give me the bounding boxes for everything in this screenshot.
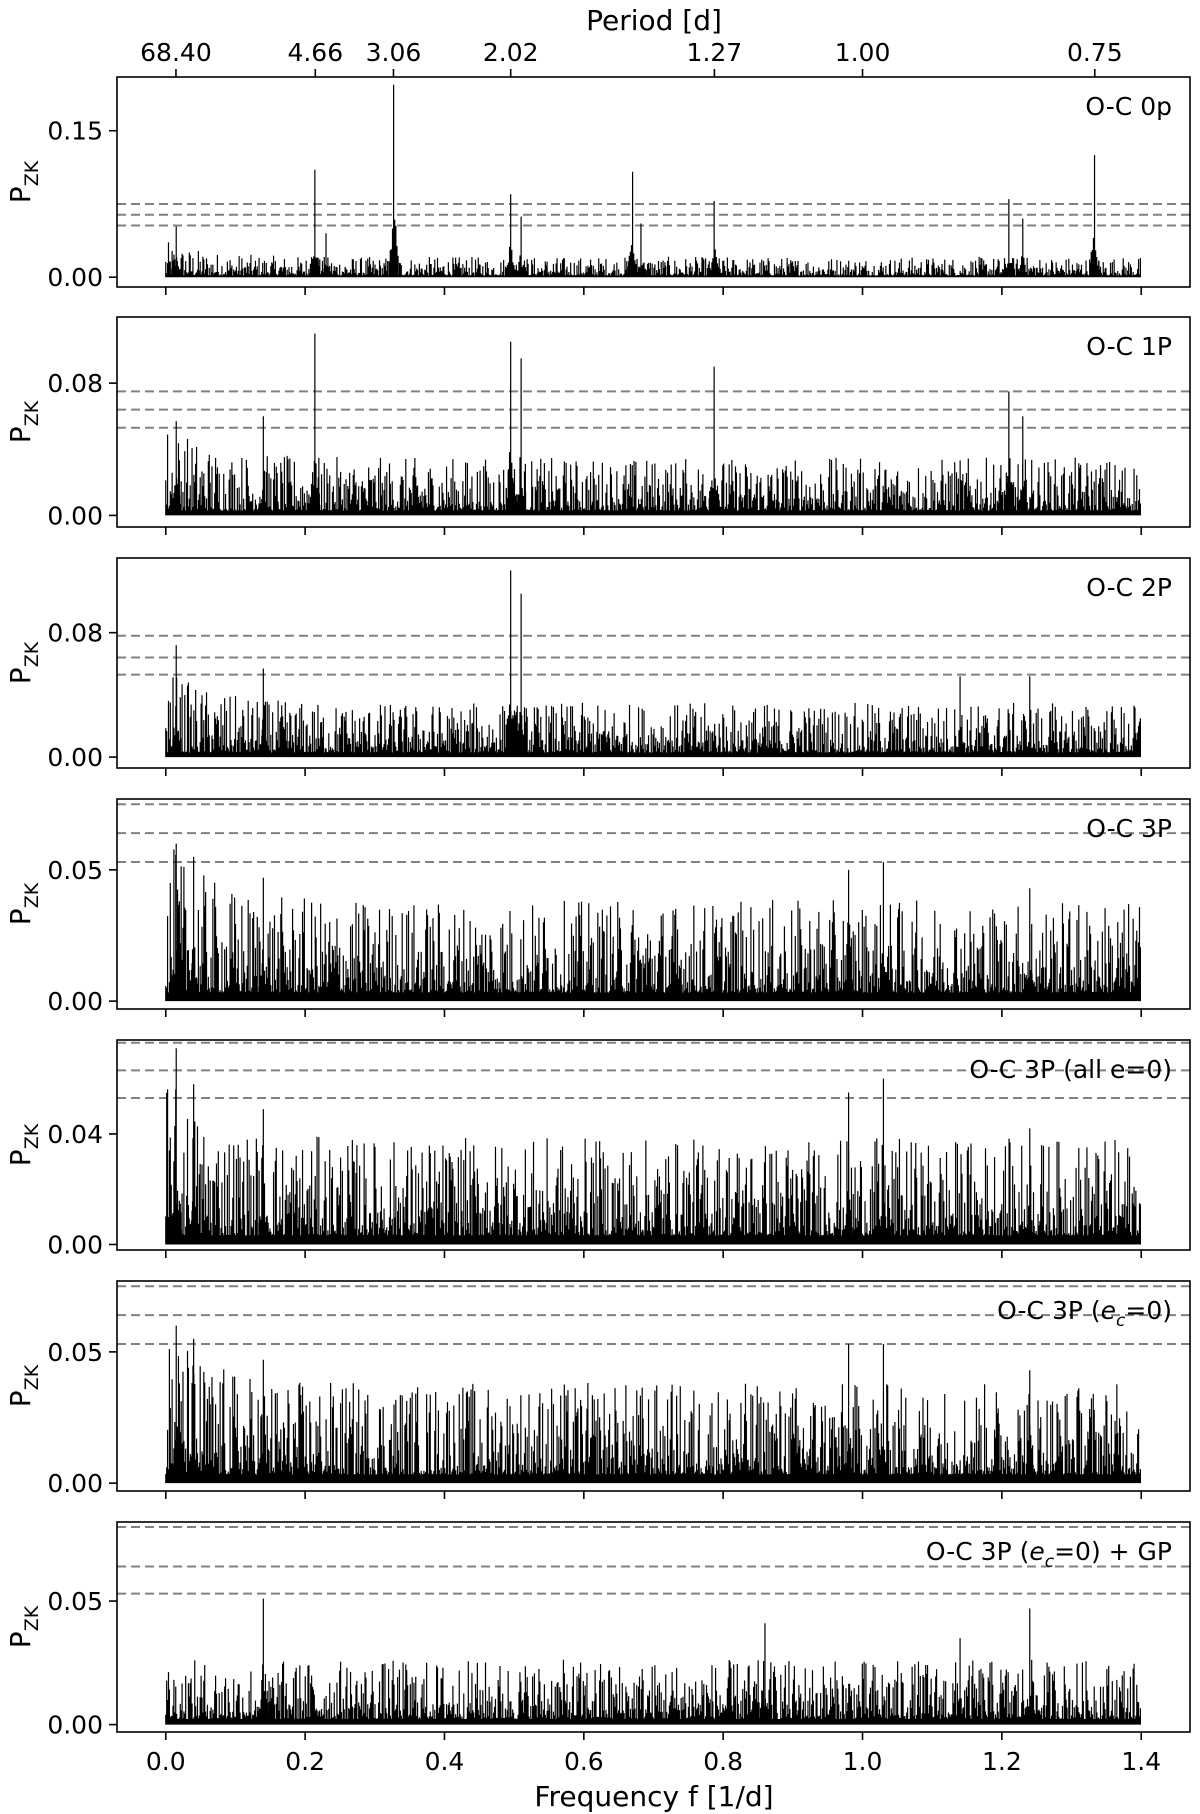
periodogram-line [165, 333, 1141, 516]
top-tick-label: 68.40 [140, 38, 212, 67]
x-tick-label: 0.0 [146, 1747, 186, 1776]
panel-label: O-C 0p [1085, 92, 1172, 121]
panel-label: O-C 2P [1086, 573, 1172, 602]
top-tick-label: 0.75 [1067, 38, 1123, 67]
periodogram-line [165, 1048, 1141, 1245]
top-axis-title: Period [d] [586, 4, 722, 37]
y-tick-label: 0.00 [47, 1469, 103, 1498]
y-tick-label: 0.05 [47, 856, 103, 885]
y-axis-label: PZK [4, 160, 43, 203]
x-axis-title: Frequency f [1/d] [534, 1780, 773, 1813]
panel-frame [116, 76, 1191, 288]
top-tick-label: 1.00 [835, 38, 891, 67]
x-tick-label: 1.4 [1121, 1747, 1161, 1776]
y-tick-label: 0.00 [47, 263, 103, 292]
top-period-axis: 68.40 4.66 3.06 2.02 1.27 1.00 0.75 [140, 38, 1123, 77]
periodogram-line [165, 843, 1141, 1002]
y-tick-label: 0.00 [47, 743, 103, 772]
y-tick-label: 0.00 [47, 1711, 103, 1740]
periodogram-line [165, 570, 1141, 758]
y-tick-label: 0.08 [47, 619, 103, 648]
panel-frame [116, 557, 1191, 769]
periodogram-line [165, 1325, 1141, 1484]
top-tick-label: 2.02 [483, 38, 539, 67]
x-tick-label: 1.0 [843, 1747, 883, 1776]
top-tick-label: 3.06 [366, 38, 422, 67]
x-tick-label: 0.4 [425, 1747, 465, 1776]
bottom-frequency-axis: 0.0 0.2 0.4 0.6 0.8 1.0 1.2 1.4 [146, 1747, 1161, 1776]
x-tick-label: 0.6 [564, 1747, 604, 1776]
x-tick-label: 1.2 [982, 1747, 1022, 1776]
panel-frame [116, 1521, 1191, 1733]
panel-frame [116, 798, 1191, 1010]
y-tick-label: 0.00 [47, 1230, 103, 1259]
panel-frame [116, 316, 1191, 528]
panel-label: O-C 3P (all e=0) [969, 1055, 1172, 1084]
y-tick-label: 0.08 [47, 369, 103, 398]
y-axis-label: PZK [4, 882, 43, 925]
panel-frame [116, 1280, 1191, 1492]
x-tick-label: 0.2 [285, 1747, 325, 1776]
y-tick-label: 0.04 [47, 1120, 103, 1149]
top-tick-label: 1.27 [687, 38, 743, 67]
y-tick-label: 0.00 [47, 987, 103, 1016]
panel-label: O-C 1P [1086, 332, 1172, 361]
y-tick-label: 0.05 [47, 1338, 103, 1367]
top-tick-label: 4.66 [287, 38, 343, 67]
periodogram-line [165, 84, 1141, 278]
periodogram-line [165, 1598, 1141, 1725]
panel-label: O-C 3P (ec=0) [997, 1296, 1172, 1331]
panel-label: O-C 3P [1086, 814, 1172, 843]
x-tick-label: 0.8 [703, 1747, 743, 1776]
y-tick-label: 0.05 [47, 1587, 103, 1616]
y-tick-label: 0.00 [47, 501, 103, 530]
panel-frame [116, 1039, 1191, 1251]
panel-label: O-C 3P (ec=0) + GP [926, 1537, 1172, 1572]
y-tick-label: 0.15 [47, 117, 103, 146]
